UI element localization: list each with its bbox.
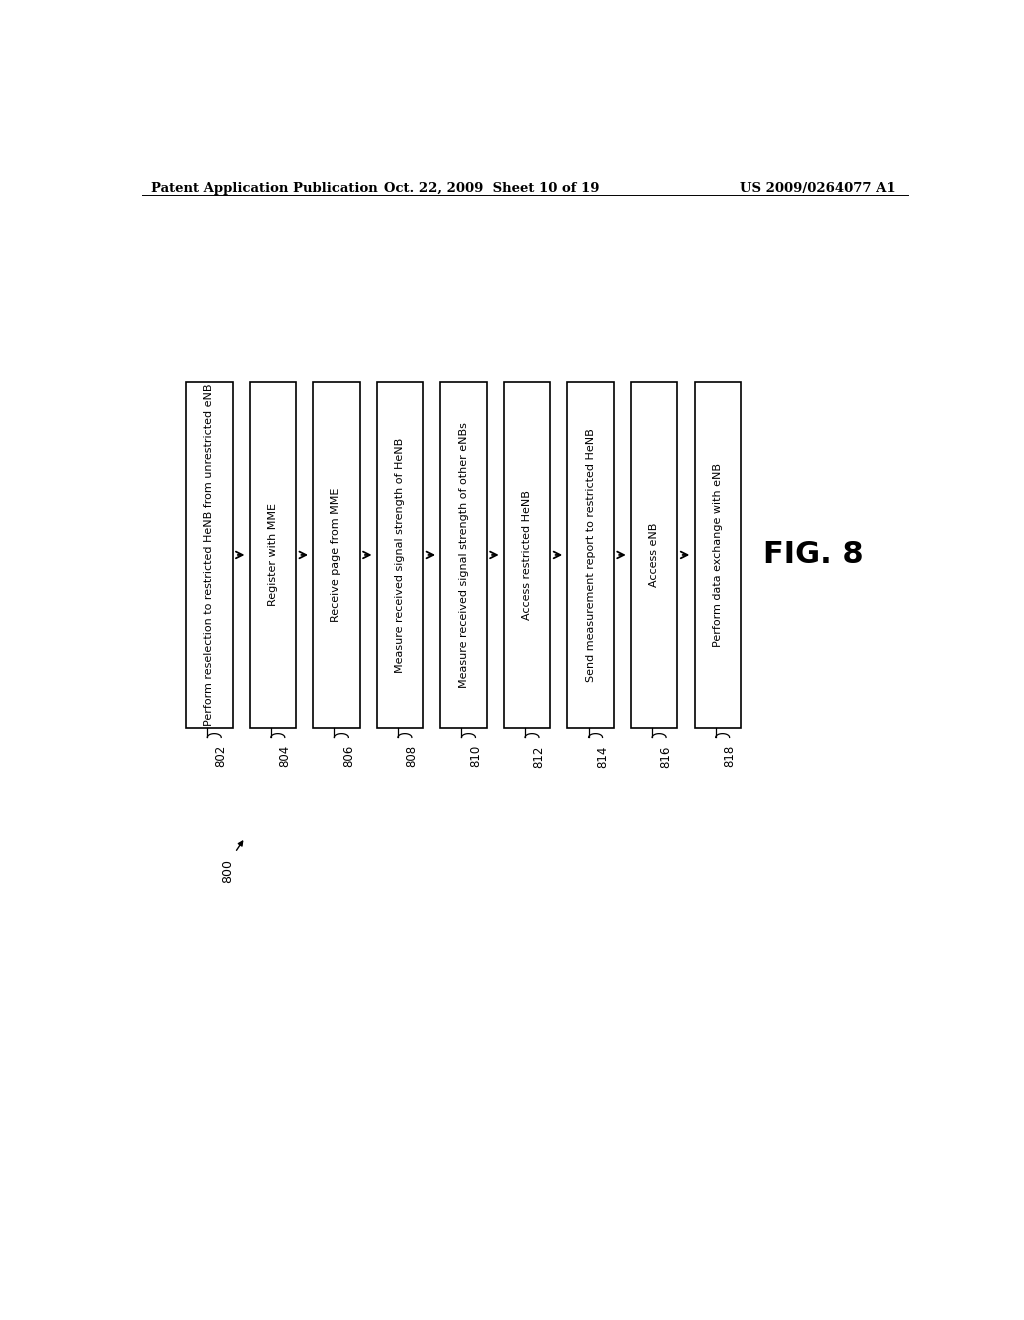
Text: Measure received signal strength of other eNBs: Measure received signal strength of othe… [459,422,469,688]
Bar [567,381,614,729]
Text: 816: 816 [659,744,673,767]
Text: 818: 818 [723,744,736,767]
Text: 810: 810 [469,744,482,767]
Text: Access eNB: Access eNB [649,523,659,587]
Text: 802: 802 [215,744,227,767]
Text: 806: 806 [342,744,355,767]
Text: Send measurement report to restricted HeNB: Send measurement report to restricted He… [586,428,596,682]
Text: Measure received signal strength of HeNB: Measure received signal strength of HeNB [395,437,406,673]
Text: 800: 800 [221,859,233,883]
Bar [631,381,678,729]
Bar [504,381,550,729]
Text: Access restricted HeNB: Access restricted HeNB [522,490,532,620]
Text: Oct. 22, 2009  Sheet 10 of 19: Oct. 22, 2009 Sheet 10 of 19 [384,182,600,194]
Bar [440,381,486,729]
Text: Perform data exchange with eNB: Perform data exchange with eNB [713,463,723,647]
Text: 814: 814 [596,744,609,767]
Bar [186,381,232,729]
Text: Perform reselection to restricted HeNB from unrestricted eNB: Perform reselection to restricted HeNB f… [205,384,214,726]
Bar [313,381,359,729]
Text: Register with MME: Register with MME [268,503,278,606]
Bar [377,381,423,729]
Bar [250,381,296,729]
Text: 812: 812 [532,744,546,767]
Text: Patent Application Publication: Patent Application Publication [152,182,378,194]
Text: US 2009/0264077 A1: US 2009/0264077 A1 [739,182,895,194]
Bar [694,381,741,729]
Text: Receive page from MME: Receive page from MME [332,488,341,622]
Text: FIG. 8: FIG. 8 [763,540,863,569]
Text: 804: 804 [279,744,291,767]
Text: 808: 808 [406,744,419,767]
